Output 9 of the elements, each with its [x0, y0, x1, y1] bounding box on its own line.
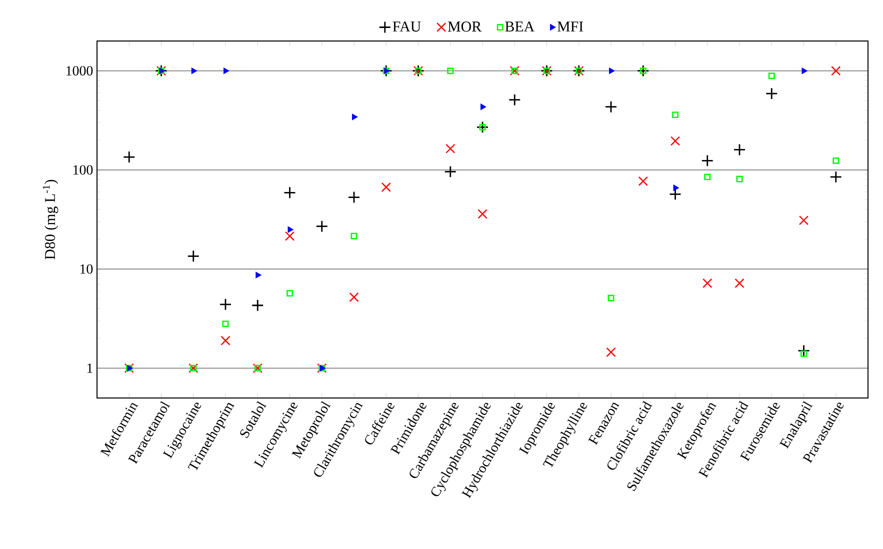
y-tick-label: 100 [73, 165, 93, 175]
legend-label: FAU [392, 22, 421, 32]
y-tick-label: 1000 [66, 66, 93, 76]
legend-label: MFI [557, 22, 584, 32]
legend-label: BEA [505, 22, 534, 32]
legend-label: MOR [448, 22, 482, 32]
y-tick-label: 1 [87, 364, 92, 373]
y-axis-title: D80 (mg L$^{-1}$) [42, 180, 58, 260]
y-tick-label: 10 [80, 264, 93, 274]
